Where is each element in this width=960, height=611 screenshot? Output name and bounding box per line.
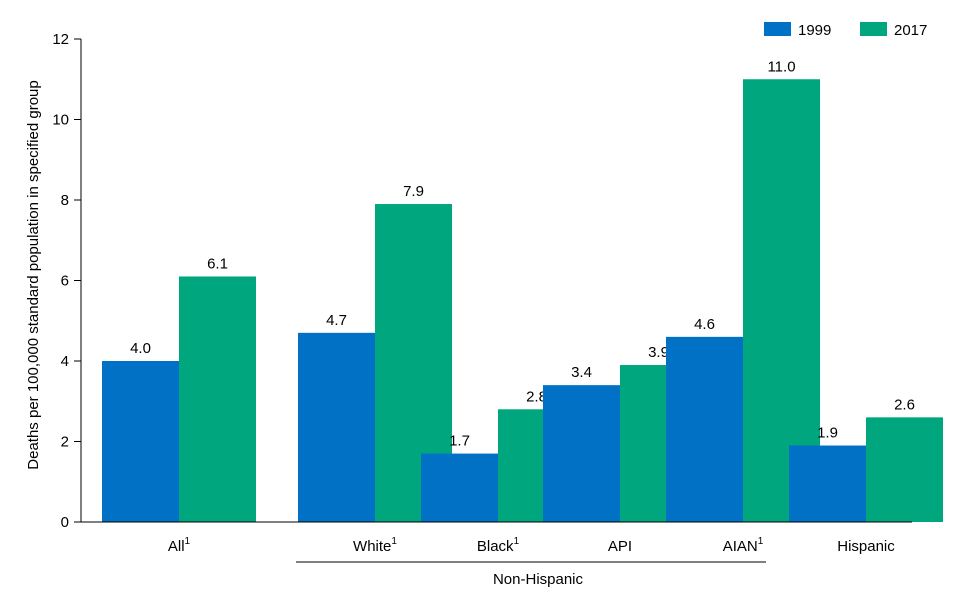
data-label: 3.4 (571, 364, 592, 381)
bar-2017-hispanic (866, 417, 943, 522)
y-axis: 0 2 4 6 8 10 12 (52, 31, 82, 531)
category-label-text: White (353, 538, 391, 555)
y-tick-label: 4 (61, 353, 69, 370)
group-label: Non-Hispanic (493, 571, 584, 588)
legend-swatch-2017 (860, 22, 887, 36)
y-tick-label: 8 (61, 192, 69, 209)
data-label: 4.7 (326, 312, 347, 329)
data-label: 7.9 (403, 183, 424, 200)
legend-swatch-1999 (764, 22, 791, 36)
category-superscript: 1 (514, 536, 520, 547)
y-tick-label: 6 (61, 273, 69, 290)
category-label: Black1 (477, 536, 520, 555)
category-label-text: All (168, 538, 185, 555)
data-label: 6.1 (207, 255, 228, 272)
category-label-text: AIAN (723, 538, 758, 555)
y-tick-label: 10 (52, 112, 69, 129)
category-superscript: 1 (391, 536, 397, 547)
legend-label: 1999 (798, 22, 831, 39)
data-label: 2.6 (894, 396, 915, 413)
x-axis: All1 White1 Black1 API AIAN1 Hispanic (81, 521, 912, 555)
y-tick-label: 12 (52, 31, 69, 48)
category-superscript: 1 (185, 536, 191, 547)
category-label: White1 (353, 536, 397, 555)
data-label: 4.0 (130, 340, 151, 357)
bar-1999-aian (666, 336, 743, 522)
bars: 4.0 6.1 4.7 7.9 1.7 2.8 3.4 3.9 4.6 11.0 1.9 2.6 (102, 58, 943, 522)
data-label: 2.8 (526, 388, 547, 405)
data-label: 1.9 (817, 425, 838, 442)
bar-1999-api (543, 385, 620, 522)
bar-1999-hispanic (789, 445, 866, 522)
category-label: Hispanic (837, 538, 895, 555)
bar-2017-all (179, 276, 256, 522)
data-label: 11.0 (767, 58, 795, 75)
non-hispanic-group: Non-Hispanic (296, 561, 766, 588)
category-label-text: Hispanic (837, 538, 895, 555)
y-axis-title: Deaths per 100,000 standard population i… (25, 80, 42, 469)
data-label: 3.9 (648, 344, 669, 361)
y-tick-label: 2 (61, 434, 69, 451)
bar-1999-white (298, 332, 375, 522)
bar-1999-black (421, 453, 498, 522)
y-tick-label: 0 (61, 514, 69, 531)
category-superscript: 1 (758, 536, 764, 547)
category-label: All1 (168, 536, 191, 555)
category-label-text: Black (477, 538, 514, 555)
bar-1999-all (102, 361, 179, 522)
category-label: API (608, 538, 632, 555)
category-label-text: API (608, 538, 632, 555)
legend: 1999 2017 (764, 22, 927, 39)
category-label: AIAN1 (723, 536, 764, 555)
data-label: 1.7 (449, 433, 470, 450)
data-label: 4.6 (694, 316, 715, 333)
legend-label: 2017 (894, 22, 927, 39)
